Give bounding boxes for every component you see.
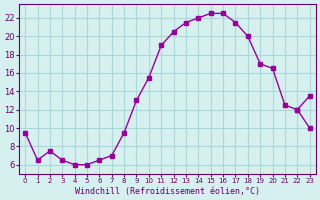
- X-axis label: Windchill (Refroidissement éolien,°C): Windchill (Refroidissement éolien,°C): [75, 187, 260, 196]
